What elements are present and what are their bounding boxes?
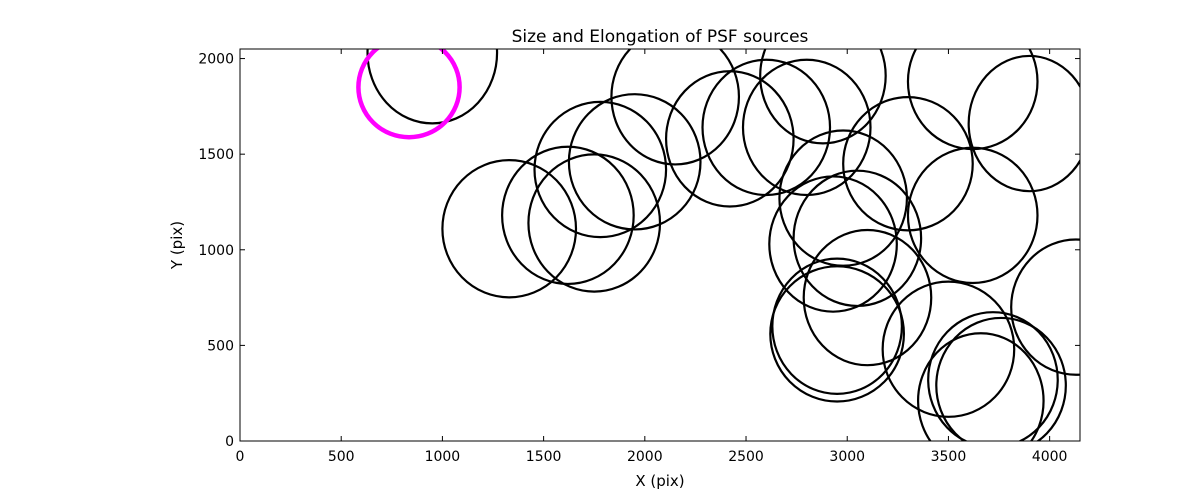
plot-frame: [239, 48, 1081, 442]
x-axis-ticks: 0 500 1000 1500 2000 2500 3000 3500 4000: [236, 49, 1068, 465]
y-tick-label: 1000: [198, 243, 234, 259]
psf-ellipses: [356, 49, 1080, 441]
psf-ellipse: [759, 49, 887, 145]
psf-ellipse: [701, 58, 832, 197]
x-tick-label: 0: [236, 449, 245, 465]
psf-ellipse: [501, 145, 635, 286]
psf-ellipse: [741, 58, 872, 197]
x-axis-label: X (pix): [635, 472, 684, 490]
x-tick-label: 3500: [931, 449, 967, 465]
psf-ellipse: [533, 100, 668, 239]
psf-ellipse: [769, 265, 906, 403]
y-tick-label: 2000: [198, 52, 234, 68]
psf-ellipse: [792, 169, 923, 308]
psf-ellipse: [935, 316, 1067, 441]
psf-ellipse: [802, 228, 933, 367]
psf-ellipse: [1010, 238, 1080, 376]
psf-ellipse: [527, 153, 662, 293]
psf-ellipse: [567, 93, 702, 231]
psf-ellipse: [842, 95, 974, 232]
psf-ellipse: [610, 49, 741, 166]
y-tick-label: 0: [225, 434, 234, 450]
chart-title: Size and Elongation of PSF sources: [512, 27, 809, 47]
psf-ellipse: [916, 332, 1045, 441]
x-tick-label: 1500: [526, 449, 562, 465]
psf-ellipse: [881, 280, 1016, 418]
psf-ellipse: [927, 311, 1059, 441]
x-tick-label: 2500: [728, 449, 764, 465]
x-tick-label: 3000: [829, 449, 865, 465]
psf-ellipse: [366, 49, 499, 125]
y-tick-label: 500: [207, 338, 234, 354]
x-tick-label: 1000: [425, 449, 461, 465]
psf-ellipse: [768, 175, 898, 313]
y-tick-label: 1500: [198, 147, 234, 163]
x-tick-label: 2000: [627, 449, 663, 465]
psf-ellipse: [967, 54, 1080, 193]
psf-ellipse: [771, 257, 903, 395]
y-axis-ticks: 0 500 1000 1500 2000: [198, 52, 1080, 450]
psf-ellipse: [906, 49, 1039, 151]
psf-ellipse: [441, 159, 578, 299]
x-tick-label: 4000: [1032, 449, 1068, 465]
y-axis-label: Y (pix): [168, 221, 186, 270]
reference-ellipse: [356, 49, 462, 140]
x-tick-label: 500: [328, 449, 355, 465]
